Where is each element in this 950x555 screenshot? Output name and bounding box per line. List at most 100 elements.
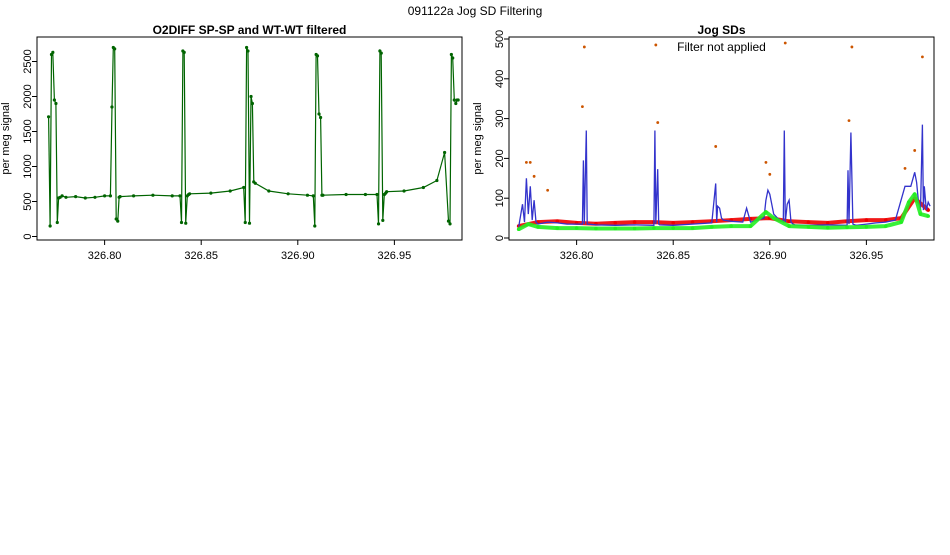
chart1-point bbox=[179, 220, 184, 225]
chart2-point-green bbox=[825, 225, 830, 230]
chart1-point bbox=[110, 105, 114, 109]
chart2-point-green bbox=[526, 222, 531, 226]
chart2-point-green bbox=[864, 225, 869, 229]
chart2-point-green bbox=[555, 226, 560, 230]
chart1-point bbox=[242, 185, 246, 190]
chart2-point-green bbox=[574, 226, 579, 230]
chart2-point-green bbox=[787, 224, 791, 228]
chart1-point bbox=[454, 101, 458, 106]
chart2-point-red bbox=[613, 221, 618, 225]
chart2-point-green bbox=[729, 224, 733, 228]
chart2-point-green bbox=[594, 226, 598, 231]
chart2-y-tick-label: 100 bbox=[494, 189, 506, 207]
chart1-point bbox=[318, 115, 323, 120]
chart1-point bbox=[209, 191, 213, 195]
chart2-point-green bbox=[613, 226, 618, 231]
chart1-point bbox=[64, 195, 68, 199]
chart2-y-axis-label: per meg signal bbox=[472, 102, 484, 174]
chart1-point bbox=[379, 51, 383, 55]
chart2-point-green bbox=[907, 200, 911, 204]
chart2-y-tick-label: 400 bbox=[494, 70, 506, 88]
chart2-point-red bbox=[883, 218, 888, 222]
chart1-x-tick-label: 326.90 bbox=[281, 250, 315, 262]
chart2-y-tick-label: 300 bbox=[494, 109, 506, 127]
chart1-point bbox=[344, 192, 348, 197]
chart1-y-tick-label: 1000 bbox=[22, 154, 34, 178]
chart1-point bbox=[178, 194, 182, 198]
chart1-point bbox=[381, 218, 385, 222]
chart2-outlier-point bbox=[654, 43, 658, 47]
chart1-point bbox=[184, 221, 188, 225]
chart2-outlier-point bbox=[656, 121, 660, 124]
chart2-point-red bbox=[632, 220, 637, 224]
chart2-point-red bbox=[926, 208, 931, 212]
chart1-point bbox=[54, 101, 58, 106]
chart1-point bbox=[83, 196, 87, 200]
chart2-x-tick-label: 326.85 bbox=[656, 250, 690, 262]
chart2-point-green bbox=[806, 225, 811, 229]
chart2-x-tick-label: 326.90 bbox=[753, 250, 787, 262]
chart2-point-green bbox=[845, 225, 849, 230]
chart1-point bbox=[46, 115, 51, 119]
chart1-point bbox=[103, 194, 107, 198]
chart1-point bbox=[188, 192, 192, 196]
chart2-series-blue bbox=[518, 124, 931, 228]
chart2-point-green bbox=[632, 226, 637, 231]
chart2-point-green bbox=[690, 226, 695, 230]
chart1-point bbox=[286, 192, 290, 196]
chart2-subtitle: Filter not applied bbox=[677, 40, 766, 54]
chart2-outlier-point bbox=[581, 105, 584, 109]
chart1-point bbox=[321, 193, 325, 197]
chart1-point bbox=[375, 192, 379, 197]
chart1-point bbox=[113, 47, 117, 51]
chart1-x-tick-label: 326.80 bbox=[88, 250, 122, 262]
chart2-outlier-point bbox=[768, 172, 772, 176]
chart1-y-tick-label: 0 bbox=[22, 233, 34, 239]
chart1-point bbox=[311, 194, 315, 198]
chart1-point bbox=[451, 56, 455, 60]
chart1-point bbox=[249, 94, 253, 99]
chart1-y-tick-label: 500 bbox=[22, 192, 34, 210]
chart2-point-green bbox=[652, 226, 656, 230]
chart1-point bbox=[402, 189, 406, 193]
chart2-point-green bbox=[771, 216, 776, 220]
chart1-point bbox=[435, 178, 439, 183]
chart2-point-green bbox=[671, 226, 676, 230]
chart1-series-0 bbox=[48, 46, 459, 227]
chart1-point bbox=[55, 220, 59, 225]
chart1-point bbox=[446, 219, 451, 223]
chart1-y-axis-label: per meg signal bbox=[0, 102, 12, 174]
chart1-point bbox=[182, 50, 186, 55]
chart1-point bbox=[243, 220, 247, 225]
chart1-y-tick-label: 2000 bbox=[22, 84, 34, 108]
chart1-point bbox=[385, 190, 389, 194]
chart2-outlier-point bbox=[764, 160, 768, 164]
chart2-point-green bbox=[536, 225, 540, 229]
chart2-title: Jog SDs bbox=[697, 23, 745, 37]
chart1-point bbox=[118, 195, 122, 199]
chart2-point-red bbox=[671, 221, 676, 225]
chart1-point bbox=[108, 194, 113, 198]
chart2-y-tick-label: 200 bbox=[494, 149, 506, 167]
chart2-outlier-point bbox=[913, 149, 917, 152]
chart2-y-tick-label: 0 bbox=[494, 235, 506, 241]
chart1-point bbox=[247, 221, 252, 225]
chart2-point-red bbox=[787, 219, 791, 224]
chart2-point-green bbox=[883, 224, 888, 228]
chart1-point bbox=[170, 194, 174, 198]
chart1-point bbox=[448, 222, 452, 226]
chart2-point-red bbox=[690, 220, 695, 224]
chart2-outlier-point bbox=[921, 55, 924, 59]
chart2-x-tick-label: 326.95 bbox=[850, 250, 884, 262]
chart1-x-tick-label: 326.85 bbox=[184, 250, 218, 262]
chart1-point bbox=[456, 98, 460, 102]
chart2-point-green bbox=[926, 214, 931, 218]
chart1-point bbox=[267, 189, 271, 193]
chart1-point bbox=[449, 52, 453, 57]
chart1-point bbox=[74, 195, 78, 199]
chart1-point bbox=[363, 192, 368, 197]
chart1-point bbox=[245, 45, 249, 50]
chart1-point bbox=[116, 219, 120, 223]
